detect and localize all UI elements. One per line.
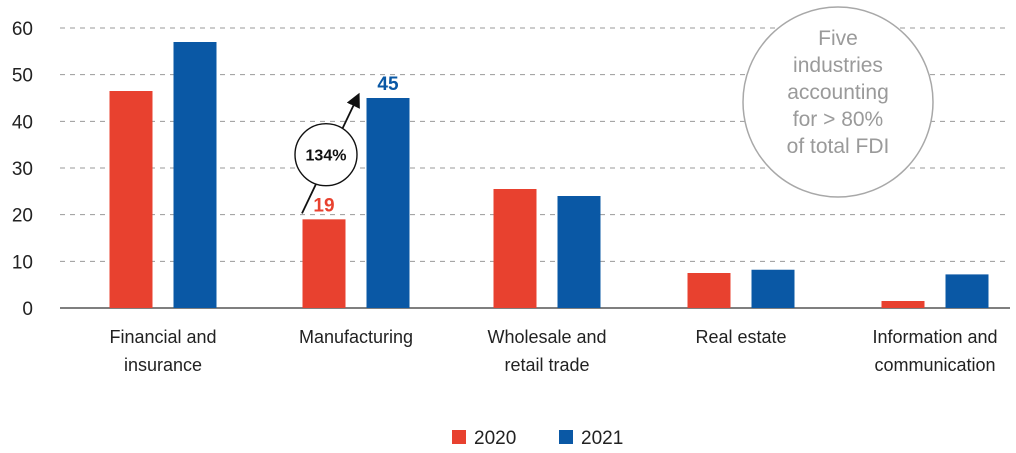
category-label-4: Real estate [695,327,786,347]
bar-5-2021 [945,274,989,308]
bar-2-2021 [366,98,410,308]
legend-swatch-2020 [452,430,466,444]
bar-1-2020 [109,91,153,308]
y-tick-label-20: 20 [12,206,33,227]
annotations: 19 45 134% [294,74,399,216]
bar-4-2021 [751,269,795,308]
bar-4-2020 [687,273,731,308]
y-axis-ticks: 0 10 20 30 40 50 60 [12,19,33,320]
growth-percent-label: 134% [306,148,347,165]
note-circle-text: Five industries accounting for > 80% of tota… [787,27,890,158]
category-label-2: Manufacturing [299,327,413,347]
bar-1-2021 [173,42,217,308]
category-labels: Financial and insurance Manufacturing Whole… [109,327,997,375]
note-circle: Five industries accounting for > 80% of tota… [742,6,934,198]
bar-3-2020 [493,189,537,308]
y-tick-label-60: 60 [12,19,33,40]
data-label-2020: 19 [313,195,334,216]
note-circle-outline [742,6,934,198]
legend: 2020 2021 [452,428,623,449]
data-label-2021: 45 [377,74,399,95]
bars [109,42,989,308]
y-tick-label-30: 30 [12,159,33,180]
y-tick-label-40: 40 [12,112,33,133]
bar-5-2020 [881,301,925,308]
category-label-1: Financial and insurance [109,327,216,375]
legend-label-2021: 2021 [581,428,623,449]
legend-swatch-2021 [559,430,573,444]
y-tick-label-50: 50 [12,66,33,87]
bar-2-2020 [302,219,346,308]
category-label-3: Wholesale and retail trade [487,327,606,375]
y-tick-label-0: 0 [22,299,33,320]
growth-circle [294,122,358,187]
category-label-5: Information and communication [872,327,997,375]
bar-3-2021 [557,196,601,308]
legend-label-2020: 2020 [474,428,516,449]
y-tick-label-10: 10 [12,252,33,273]
